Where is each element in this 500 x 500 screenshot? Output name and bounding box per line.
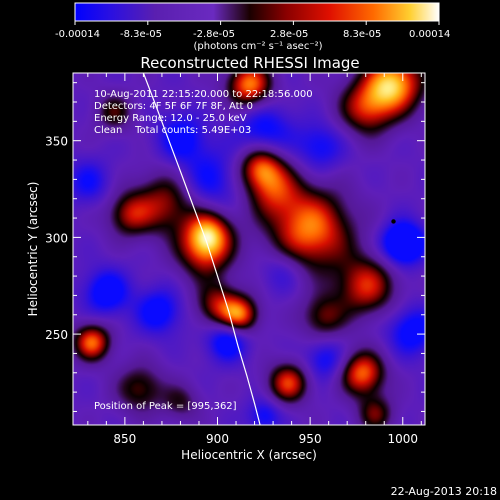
colorbar-ticks: [74, 21, 440, 25]
y-axis-label: Heliocentric Y (arcsec): [26, 182, 40, 317]
footer-date: 22-Aug-2013 20:18: [391, 485, 497, 498]
peak-point: [391, 219, 396, 224]
y-tick-label: 350: [45, 135, 68, 149]
colorbar-tick-label: -0.00014: [55, 29, 100, 40]
heatmap-image: [73, 73, 425, 425]
peak-marker: [391, 219, 396, 224]
x-axis-label: Heliocentric X (arcsec): [181, 448, 317, 462]
annotation-detectors: Detectors: 4F 5F 6F 7F 8F, Att 0: [94, 101, 253, 112]
y-tick-label: 300: [45, 231, 68, 245]
x-tick-label: 950: [299, 432, 322, 446]
x-tick-label: 900: [206, 432, 229, 446]
annotation-time-range: 10-Aug-2011 22:15:20.000 to 22:18:56.000: [94, 89, 313, 100]
colorbar: [74, 2, 440, 22]
x-tick-label: 850: [113, 432, 136, 446]
annotation-energy-range: Energy Range: 12.0 - 25.0 keV: [94, 113, 247, 124]
colorbar-tick-label: -8.3e-05: [120, 29, 162, 40]
chart-title: Reconstructed RHESSI Image: [140, 54, 359, 72]
x-tick-label: 1000: [387, 432, 418, 446]
heatmap-layer: [73, 73, 425, 425]
annotation-clean-counts: Clean Total counts: 5.49E+03: [94, 125, 251, 136]
colorbar-tick-label: 2.8e-05: [270, 29, 308, 40]
colorbar-tick-label: 8.3e-05: [343, 29, 381, 40]
y-tick-label: 250: [45, 328, 68, 342]
axis-ticks: [73, 73, 425, 425]
solar-limb-curve: [142, 73, 261, 425]
colorbar-tick-label: -2.8e-05: [193, 29, 235, 40]
colorbar-tick-label: 0.00014: [409, 29, 450, 40]
annotation-peak-position: Position of Peak = [995,362]: [94, 401, 237, 412]
colorbar-unit-label: (photons cm⁻² s⁻¹ asec⁻²): [193, 41, 322, 52]
plot-frame: [72, 72, 426, 426]
